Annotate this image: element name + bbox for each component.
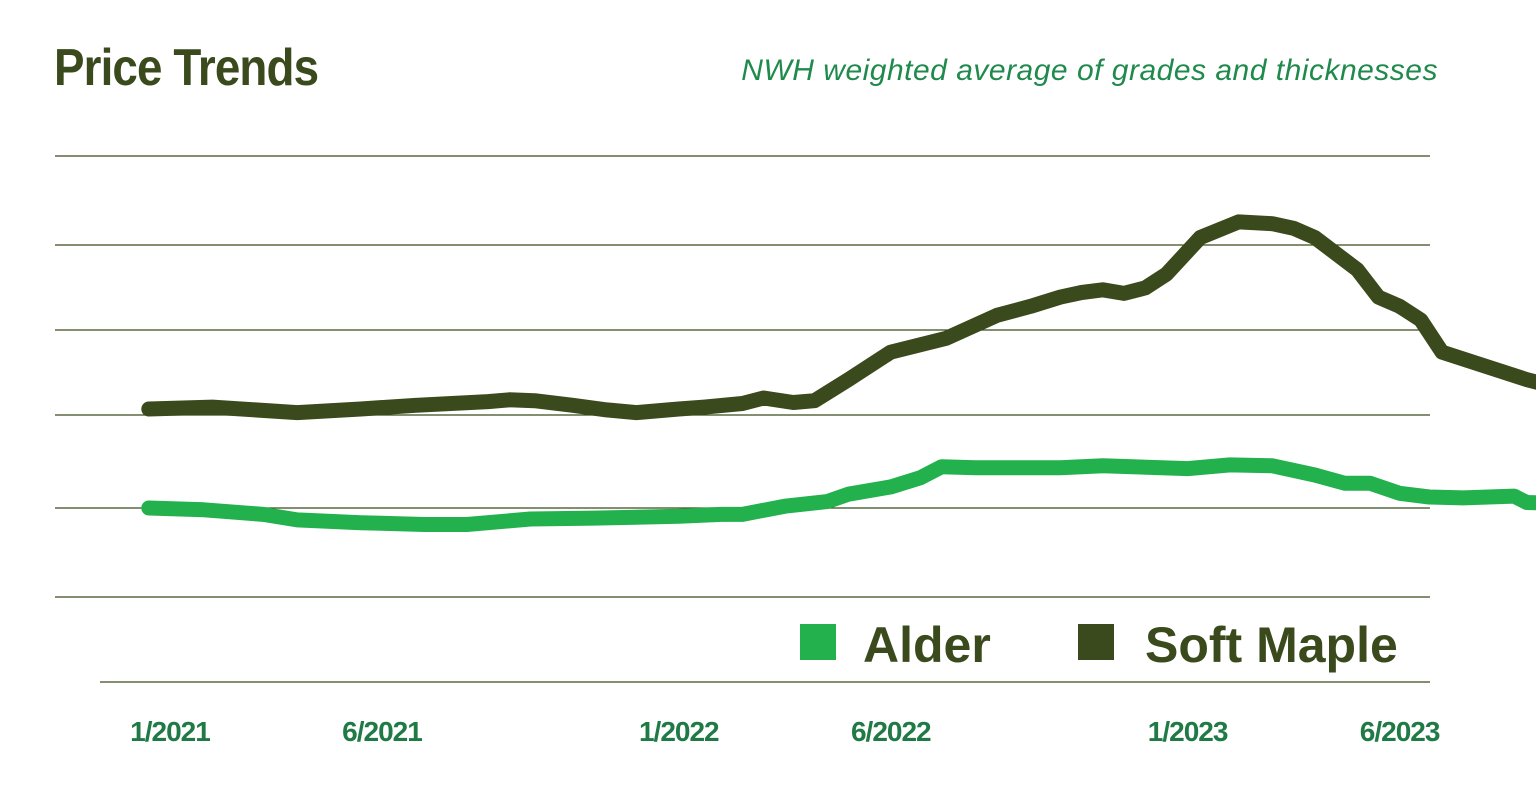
- x-tick-label: 1/2022: [639, 716, 719, 747]
- x-tick-labels: 1/20216/20211/20226/20221/20236/20231/20…: [130, 716, 1441, 747]
- legend: Alder Soft Maple: [800, 617, 1398, 673]
- x-tick-label: 6/2022: [851, 716, 931, 747]
- chart-title: Price Trends: [54, 39, 319, 97]
- x-tick-label: 1/2021: [130, 716, 210, 747]
- series-line-soft-maple: [141, 214, 1536, 421]
- x-tick-label: 6/2023: [1360, 716, 1440, 747]
- grid-lines: [55, 155, 1430, 683]
- series-line-alder: [141, 457, 1536, 532]
- legend-swatch-alder: [800, 624, 836, 660]
- series-layer: [141, 214, 1536, 532]
- x-tick-label: 1/2023: [1148, 716, 1228, 747]
- legend-label-soft-maple: Soft Maple: [1145, 617, 1398, 673]
- chart-subtitle: NWH weighted average of grades and thick…: [741, 54, 1438, 87]
- legend-swatch-soft-maple: [1078, 624, 1114, 660]
- x-tick-label: 6/2021: [342, 716, 422, 747]
- legend-label-alder: Alder: [863, 617, 991, 673]
